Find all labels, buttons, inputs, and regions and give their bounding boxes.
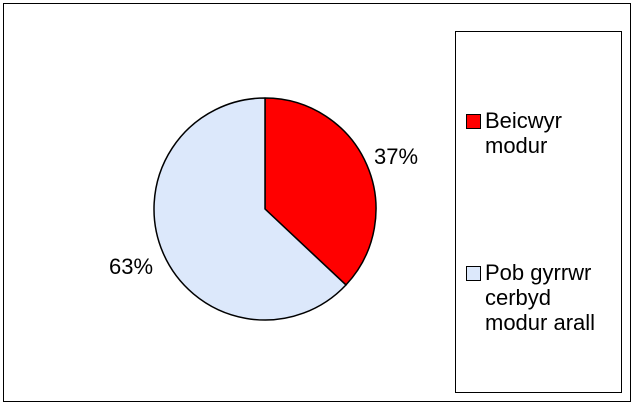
- slice-label-other-drivers: 63%: [109, 254, 153, 279]
- slice-motorcyclists: [264, 97, 377, 286]
- legend-item-motorcyclists: Beicwyr modur: [466, 108, 623, 158]
- slice-label-motorcyclists: 37%: [374, 144, 418, 169]
- legend-label-line: Pob gyrrwr: [485, 260, 592, 285]
- legend-label-line: modur arall: [485, 310, 596, 335]
- legend-label-motorcyclists: Beicwyr modur: [485, 108, 623, 158]
- legend-swatch-other-drivers: [466, 266, 481, 281]
- legend-label-other-drivers: Pob gyrrwr cerbyd modur arall: [485, 260, 623, 335]
- legend-label-line: Beicwyr: [485, 108, 563, 133]
- legend-item-other-drivers: Pob gyrrwr cerbyd modur arall: [466, 260, 623, 335]
- legend-swatch-motorcyclists: [466, 114, 481, 129]
- slice-other-drivers: [153, 97, 347, 321]
- legend-label-line: modur: [485, 133, 548, 158]
- legend: Beicwyr modur Pob gyrrwr cerbyd modur ar…: [455, 31, 622, 393]
- legend-label-line: cerbyd: [485, 285, 552, 310]
